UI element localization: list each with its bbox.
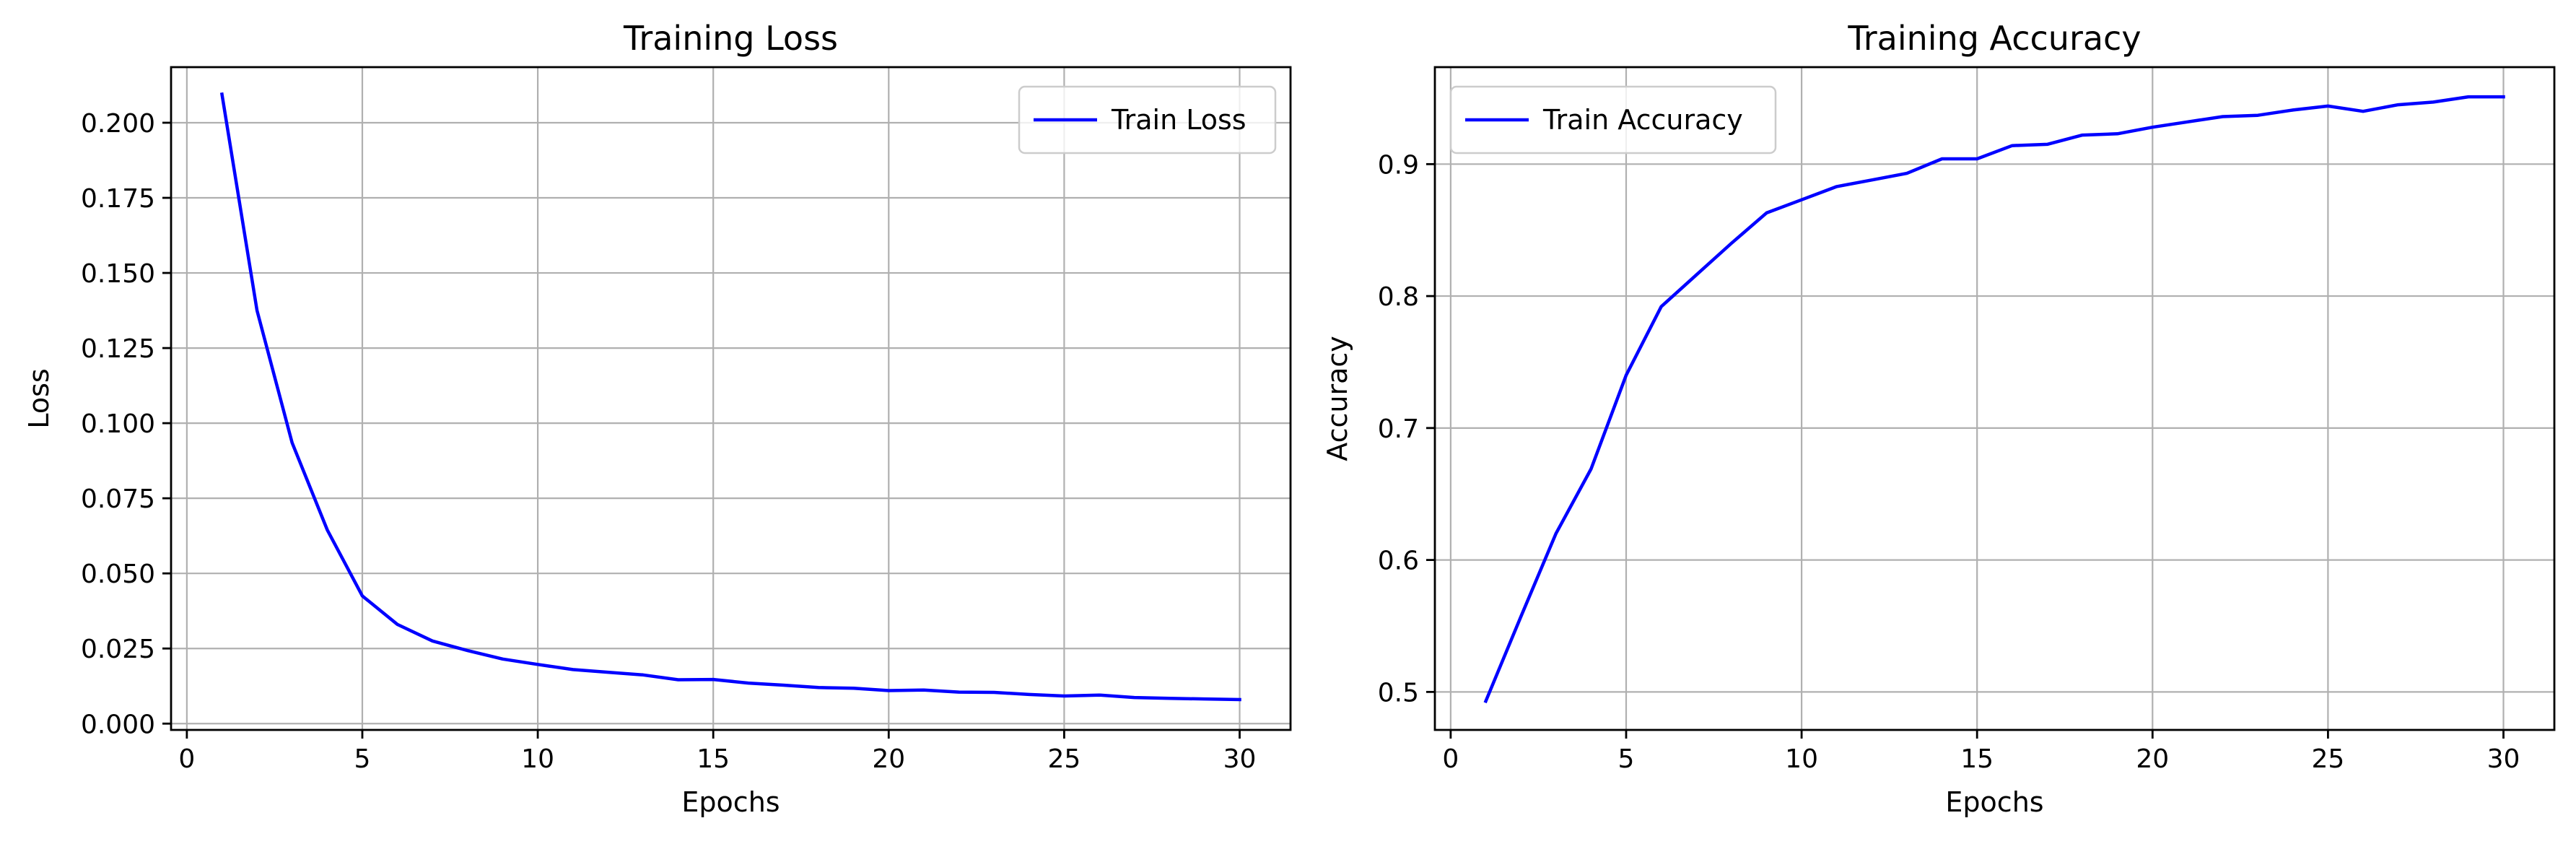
- chart-1-series-line-accuracy: [1483, 95, 2505, 704]
- chart-0-x-tick-label-5: 25: [1047, 744, 1080, 774]
- chart-0-y-axis-label: Loss: [23, 368, 55, 428]
- chart-1-x-axis-label: Epochs: [1945, 786, 2043, 818]
- chart-0-x-axis-label: Epochs: [681, 786, 780, 818]
- chart-1-x-tick-label-6: 30: [2487, 744, 2520, 774]
- chart-1-x-tick-label-3: 15: [1960, 744, 1994, 774]
- chart-1-y-tick-label-2: 0.7: [1378, 414, 1419, 444]
- chart-0-y-tick-label-0: 0.000: [81, 710, 155, 739]
- chart-1-x-tick-label-2: 10: [1785, 744, 1818, 774]
- chart-1-legend-box: [1449, 85, 1777, 155]
- chart-1-y-axis-label: Accuracy: [1322, 336, 1353, 461]
- chart-0-y-tick-label-7: 0.175: [81, 184, 155, 214]
- chart-0-legend-box: [1018, 85, 1277, 155]
- chart-0-x-tick-label-0: 0: [178, 744, 195, 774]
- chart-1-title: Training Accuracy: [1847, 19, 2141, 58]
- chart-0-x-tick-label-2: 10: [521, 744, 554, 774]
- chart-0-y-tick-label-5: 0.125: [81, 334, 155, 364]
- chart-1-y-tick-label-3: 0.8: [1378, 282, 1419, 312]
- chart-0-x-tick-label-6: 30: [1223, 744, 1257, 774]
- chart-1-x-tick-label-5: 25: [2311, 744, 2344, 774]
- chart-0-legend-label: Train Loss: [1111, 104, 1246, 136]
- chart-0-y-tick-label-8: 0.200: [81, 109, 155, 139]
- loss-chart: 0 5 10 15 20 25 30 0.000 0.025 0.050 0.075 0.100 0.1…: [23, 19, 1292, 818]
- chart-0-title: Training Loss: [623, 19, 838, 58]
- chart-1-y-tick-label-0: 0.5: [1378, 678, 1419, 708]
- chart-0-y-tick-label-1: 0.025: [81, 635, 155, 664]
- chart-0-y-tick-label-2: 0.050: [81, 560, 155, 589]
- chart-0-y-tick-label-3: 0.075: [81, 484, 155, 514]
- chart-0-x-tick-label-1: 5: [354, 744, 371, 774]
- chart-0-axes-frame: [170, 66, 1292, 731]
- chart-0-x-tick-label-3: 15: [697, 744, 730, 774]
- chart-1-y-tick-label-4: 0.9: [1378, 150, 1419, 180]
- chart-1-x-tick-label-4: 20: [2136, 744, 2169, 774]
- chart-0-series-line-loss: [219, 92, 1241, 702]
- chart-0-legend: Train Loss: [1018, 85, 1277, 155]
- chart-1-axes-frame: [1433, 66, 2556, 731]
- chart-1-x-tick-label-1: 5: [1618, 744, 1635, 774]
- chart-0-y-tick-label-6: 0.150: [81, 259, 155, 289]
- chart-1-x-tick-label-0: 0: [1442, 744, 1459, 774]
- chart-1-legend-label: Train Accuracy: [1542, 104, 1743, 136]
- chart-1-legend: Train Accuracy: [1449, 85, 1777, 155]
- chart-0-x-tick-label-4: 20: [872, 744, 905, 774]
- accuracy-chart: 0 5 10 15 20 25 30 0.5 0.6 0.7 0.8 0.9 Training Accu…: [1322, 19, 2556, 818]
- chart-1-y-tick-label-1: 0.6: [1378, 547, 1419, 576]
- chart-0-y-tick-label-4: 0.100: [81, 409, 155, 439]
